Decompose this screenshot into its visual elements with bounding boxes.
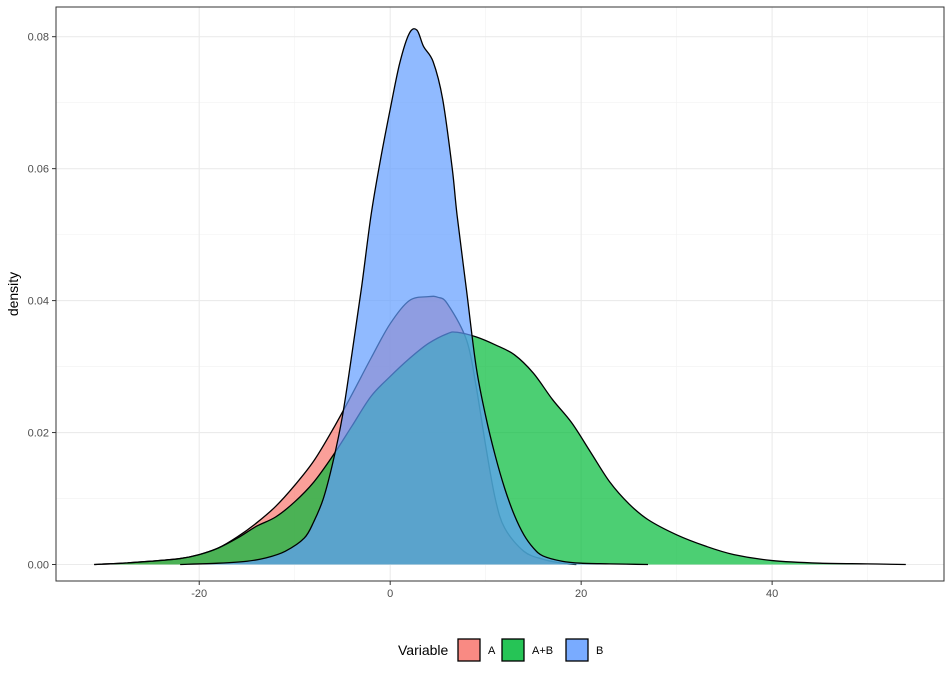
legend-label-a: A bbox=[488, 645, 496, 657]
y-tick-label: 0.08 bbox=[28, 32, 49, 44]
y-tick-label: 0.04 bbox=[28, 296, 49, 308]
plot-border bbox=[55, 6, 945, 582]
y-tick-label: 0.06 bbox=[28, 164, 49, 176]
legend-label-b: B bbox=[596, 645, 603, 657]
density-area-a-b bbox=[94, 331, 906, 565]
legend-key-a bbox=[457, 638, 481, 662]
x-tick-label: 0 bbox=[387, 588, 393, 600]
axes: -20 0 20 40 0.00 0.02 0.04 0.06 0.08 bbox=[28, 32, 779, 600]
legend: Variable A A+B B bbox=[398, 638, 603, 662]
x-tick-label: 20 bbox=[575, 588, 587, 600]
density-line-b bbox=[180, 28, 649, 566]
legend-key-a-b bbox=[501, 638, 525, 662]
y-tick-label: 0.02 bbox=[28, 428, 49, 440]
legend-title: Variable bbox=[398, 642, 449, 658]
legend-key-b bbox=[565, 638, 589, 662]
density-areas bbox=[94, 28, 906, 566]
x-tick-label: 40 bbox=[766, 588, 778, 600]
y-axis-title: density bbox=[5, 272, 21, 316]
density-area-b bbox=[180, 28, 648, 565]
legend-label-a-b: A+B bbox=[532, 645, 553, 657]
y-tick-label: 0.00 bbox=[28, 560, 49, 572]
x-tick-label: -20 bbox=[191, 588, 207, 600]
